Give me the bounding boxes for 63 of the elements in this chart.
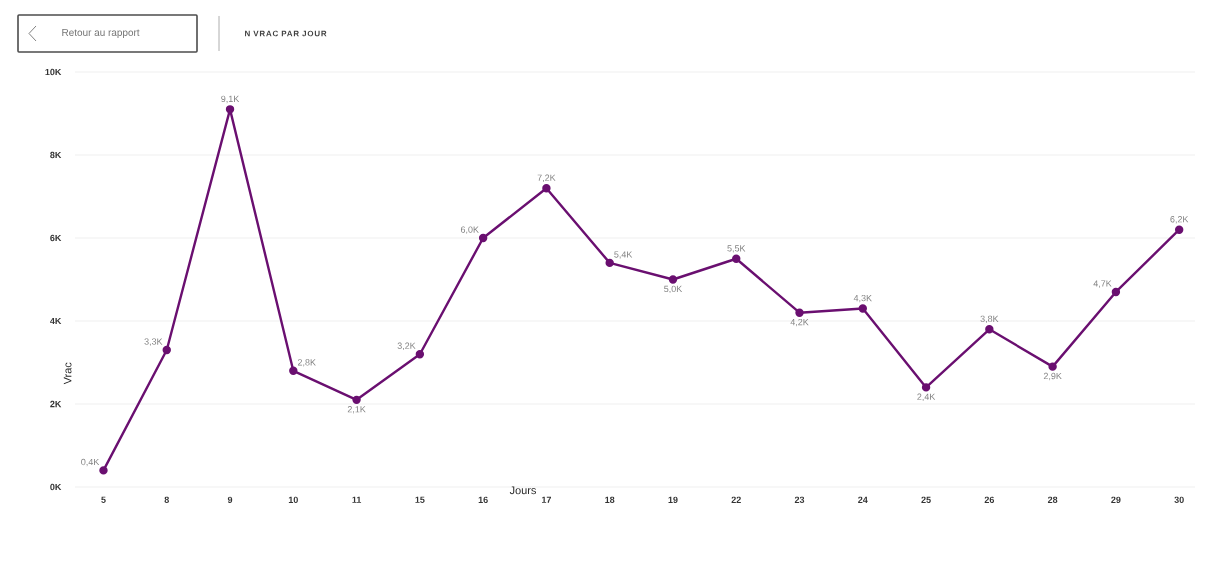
point — [1111, 287, 1121, 297]
x-tick-label: 15 — [415, 496, 425, 503]
x-tick-label: 28 — [1047, 496, 1058, 503]
x-tick-label: 19 — [668, 496, 678, 503]
point — [478, 233, 488, 243]
x-tick-label: 8 — [164, 496, 169, 503]
y-tick-label: 8K — [50, 151, 62, 159]
y-tick-label: 10K — [45, 68, 62, 76]
point — [668, 275, 678, 284]
data-label: 3,8K — [980, 315, 999, 324]
x-tick-label: 9 — [227, 496, 233, 503]
point — [985, 325, 994, 334]
point — [1174, 225, 1184, 234]
point — [1048, 362, 1057, 371]
data-label: 3,2K — [397, 342, 416, 350]
data-label: 2,4K — [917, 393, 936, 401]
data-label: 4,2K — [790, 318, 809, 327]
x-tick-label: 25 — [921, 496, 931, 503]
x-tick-label: 18 — [605, 496, 615, 503]
y-axis-title: Vrac — [63, 362, 72, 385]
point — [289, 366, 298, 375]
data-label: 2,8K — [297, 359, 316, 367]
point — [542, 184, 551, 193]
point — [162, 345, 171, 355]
data-label: 9,1K — [221, 95, 240, 104]
data-label: 6,2K — [1170, 216, 1189, 224]
data-label: 7,2K — [537, 174, 556, 182]
x-tick-label: 26 — [984, 496, 994, 503]
x-tick-label: 11 — [352, 496, 362, 503]
data-label: 5,5K — [727, 245, 746, 253]
text: Retour au rapport — [62, 29, 140, 38]
x-tick-label: 10 — [288, 496, 298, 503]
x-axis-title: Jours — [509, 486, 536, 495]
data-label: 5,4K — [614, 251, 633, 259]
point — [858, 304, 867, 313]
data-label: 3,3K — [144, 338, 163, 346]
data-label: 2,1K — [347, 406, 366, 414]
point — [225, 105, 235, 114]
y-tick-label: 6K — [50, 234, 62, 242]
point — [732, 254, 741, 263]
point — [921, 383, 931, 392]
data-label: 4,3K — [853, 294, 872, 303]
x-tick-label: 17 — [541, 496, 552, 503]
point — [352, 395, 361, 405]
data-label: 6,0K — [460, 226, 479, 234]
x-tick-label: 22 — [731, 496, 741, 503]
x-tick-label: 30 — [1174, 496, 1184, 503]
data-label: 0,4K — [81, 458, 100, 467]
y-tick-label: 0K — [50, 483, 62, 491]
x-tick-label: 5 — [101, 496, 106, 503]
data-label: 2,9K — [1043, 372, 1062, 381]
data-label: 4,7K — [1093, 280, 1112, 288]
point — [795, 308, 804, 317]
x-tick-label: 24 — [858, 496, 868, 503]
y-tick-label: 4K — [50, 317, 62, 325]
x-tick-label: 29 — [1111, 496, 1121, 503]
point — [605, 258, 614, 268]
point — [415, 350, 425, 359]
data-label: 5,0K — [664, 285, 683, 294]
y-tick-label: 2K — [50, 400, 62, 408]
x-tick-label: 23 — [794, 496, 805, 503]
x-tick-label: 16 — [478, 496, 488, 503]
point — [99, 466, 108, 475]
